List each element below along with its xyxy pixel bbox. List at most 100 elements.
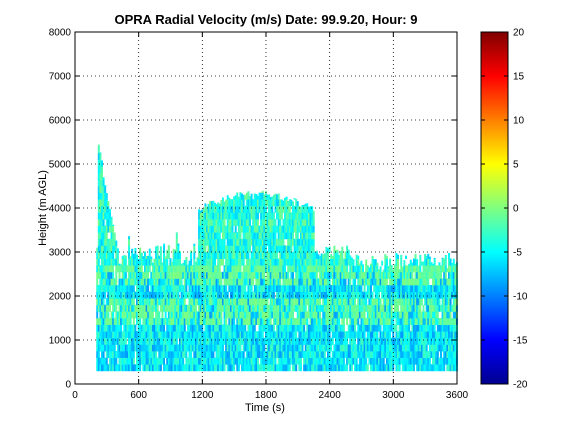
heatmap-cell xyxy=(409,259,412,266)
heatmap-cell xyxy=(102,225,105,233)
heatmap-cell xyxy=(194,331,197,339)
heatmap-cell xyxy=(136,271,138,279)
heatmap-cell xyxy=(438,318,441,325)
heatmap-cell xyxy=(250,311,253,319)
heatmap-cell xyxy=(247,298,250,306)
heatmap-cell xyxy=(264,238,267,246)
heatmap-cell xyxy=(158,285,161,292)
heatmap-cell xyxy=(241,245,244,253)
heatmap-cell xyxy=(366,351,369,358)
heatmap-cell xyxy=(124,337,127,345)
heatmap-cell xyxy=(191,364,194,372)
heatmap-cell xyxy=(428,271,431,279)
heatmap-cell xyxy=(215,291,218,299)
heatmap-cell xyxy=(366,337,369,345)
heatmap-cell xyxy=(150,324,153,332)
heatmap-cell xyxy=(279,357,282,365)
heatmap-cell xyxy=(147,271,150,279)
heatmap-cell xyxy=(288,311,291,319)
heatmap-cell xyxy=(301,225,304,233)
heatmap-cell xyxy=(229,344,232,352)
heatmap-cell xyxy=(430,285,433,292)
heatmap-cell xyxy=(210,318,213,325)
heatmap-cell xyxy=(234,304,237,312)
heatmap-cell xyxy=(371,324,374,332)
heatmap-cell xyxy=(191,278,194,286)
heatmap-cell xyxy=(128,298,131,306)
heatmap-cell xyxy=(167,245,170,253)
heatmap-cell xyxy=(209,318,212,325)
heatmap-cell xyxy=(261,298,264,306)
heatmap-cell xyxy=(134,304,137,312)
heatmap-cell xyxy=(215,219,218,226)
heatmap-cell xyxy=(174,318,177,325)
heatmap-cell xyxy=(164,298,167,306)
heatmap-cell xyxy=(271,258,274,266)
heatmap-cell xyxy=(376,318,379,325)
heatmap-cell xyxy=(408,318,411,325)
heatmap-cell xyxy=(266,318,269,325)
heatmap-cell xyxy=(362,337,365,345)
heatmap-cell xyxy=(409,271,412,279)
heatmap-cell xyxy=(242,337,245,345)
heatmap-cell xyxy=(320,324,323,332)
heatmap-cell xyxy=(369,265,372,273)
heatmap-cell xyxy=(452,351,455,358)
heatmap-cell xyxy=(245,199,248,207)
heatmap-cell xyxy=(221,351,224,358)
heatmap-cell xyxy=(196,271,199,279)
heatmap-cell xyxy=(279,238,282,246)
heatmap-cell xyxy=(256,344,259,352)
heatmap-cell xyxy=(344,265,347,273)
heatmap-cell xyxy=(231,324,234,332)
heatmap-cell xyxy=(315,304,318,312)
heatmap-cell xyxy=(202,219,205,226)
heatmap-cell xyxy=(266,311,269,319)
heatmap-cell xyxy=(188,298,191,306)
heatmap-cell xyxy=(266,219,269,226)
heatmap-cell xyxy=(210,225,213,233)
heatmap-cell xyxy=(449,351,452,358)
heatmap-cell xyxy=(118,357,121,365)
heatmap-cell xyxy=(143,318,146,325)
heatmap-cell xyxy=(395,351,398,358)
heatmap-cell xyxy=(447,298,450,306)
heatmap-cell xyxy=(167,304,170,312)
heatmap-cell xyxy=(242,304,245,312)
heatmap-cell xyxy=(452,311,455,319)
heatmap-cell xyxy=(107,212,110,220)
heatmap-cell xyxy=(261,205,264,213)
heatmap-cell xyxy=(398,351,401,358)
heatmap-cell xyxy=(263,304,266,312)
heatmap-cell xyxy=(357,265,360,273)
heatmap-cell xyxy=(344,271,347,279)
heatmap-cell xyxy=(272,258,275,266)
heatmap-cell xyxy=(454,265,457,273)
heatmap-cell xyxy=(123,258,126,266)
heatmap-cell xyxy=(444,304,447,312)
heatmap-cell xyxy=(379,304,382,312)
heatmap-cell xyxy=(258,192,261,200)
heatmap-cell xyxy=(206,311,209,319)
heatmap-cell xyxy=(400,271,403,279)
heatmap-cell xyxy=(293,318,296,325)
heatmap-cell xyxy=(395,331,398,339)
heatmap-cell xyxy=(266,291,269,299)
heatmap-cell xyxy=(325,311,328,319)
heatmap-cell xyxy=(147,331,150,339)
heatmap-cell xyxy=(306,232,309,240)
heatmap-cell xyxy=(250,318,253,325)
heatmap-cell xyxy=(199,265,202,273)
heatmap-cell xyxy=(199,331,202,339)
heatmap-cell xyxy=(323,298,326,306)
heatmap-cell xyxy=(256,337,259,345)
heatmap-cell xyxy=(186,291,189,299)
heatmap-cell xyxy=(312,351,315,358)
heatmap-cell xyxy=(449,364,452,372)
heatmap-cell xyxy=(339,258,342,266)
heatmap-cell xyxy=(296,285,299,292)
heatmap-cell xyxy=(159,246,162,253)
heatmap-cell xyxy=(136,364,138,372)
heatmap-cell xyxy=(304,258,307,266)
heatmap-cell xyxy=(408,344,411,352)
